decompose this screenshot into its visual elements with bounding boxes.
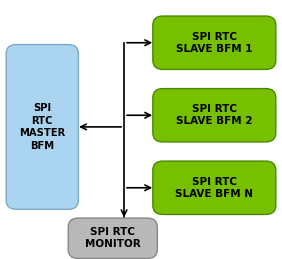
Text: SPI RTC
SLAVE BFM 2: SPI RTC SLAVE BFM 2 <box>176 104 253 126</box>
FancyBboxPatch shape <box>6 45 78 209</box>
FancyBboxPatch shape <box>153 16 276 69</box>
Text: SPI RTC
SLAVE BFM N: SPI RTC SLAVE BFM N <box>175 177 253 199</box>
FancyBboxPatch shape <box>153 161 276 214</box>
Text: SPI RTC
MONITOR: SPI RTC MONITOR <box>85 227 141 249</box>
Text: SPI
RTC
MASTER
BFM: SPI RTC MASTER BFM <box>19 103 65 150</box>
FancyBboxPatch shape <box>68 218 157 258</box>
FancyBboxPatch shape <box>153 89 276 142</box>
Text: SPI RTC
SLAVE BFM 1: SPI RTC SLAVE BFM 1 <box>176 32 253 54</box>
